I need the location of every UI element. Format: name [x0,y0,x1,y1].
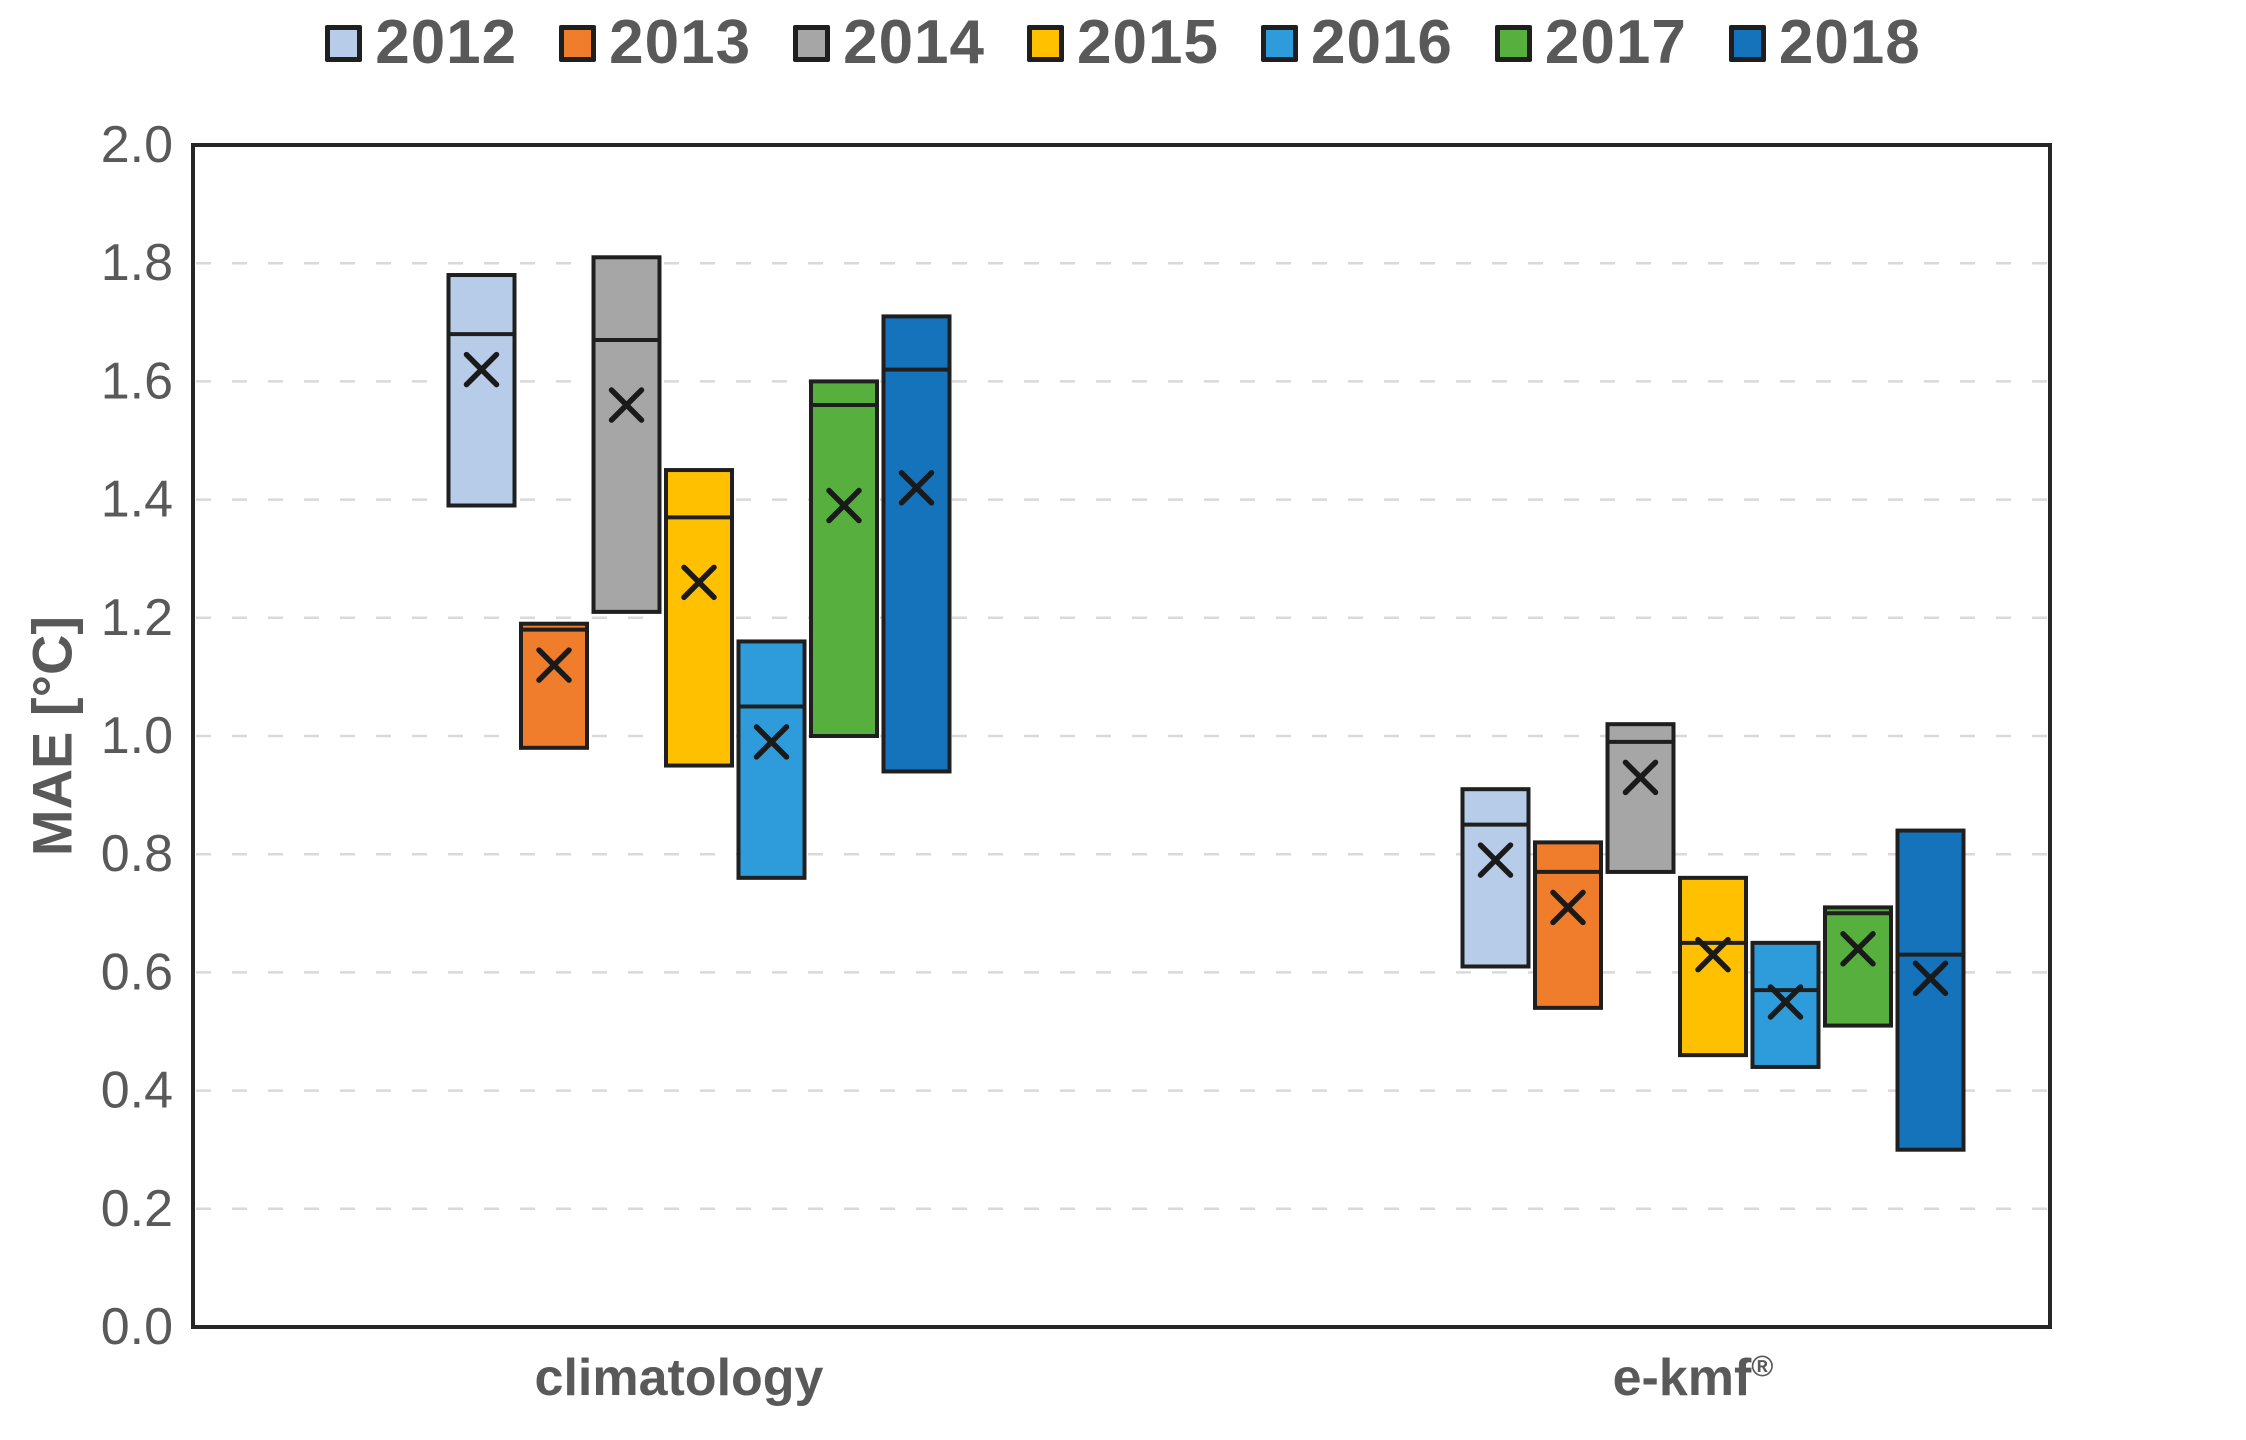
box-2015-e-kmf [1678,875,1748,1058]
y-tick-label: 1.2 [101,589,173,647]
y-tick-label: 2.0 [101,116,173,174]
legend-label-2012: 2012 [375,8,518,77]
legend-item-2012: 2012 [325,12,517,74]
mean-marker-2012 [463,351,500,388]
y-tick-label: 0.6 [101,943,173,1001]
box-2013-e-kmf [1533,840,1603,1010]
y-tick-label: 1.0 [101,707,173,765]
mean-marker-2017 [826,487,862,524]
y-tick-label: 1.8 [101,234,173,292]
mean-marker-2015 [681,564,717,601]
x-category-label-climatology: climatology [534,1349,824,1407]
mean-marker-2013 [1550,889,1586,926]
legend-swatch-2018 [1728,24,1766,62]
mean-marker-2016 [753,724,790,760]
legend-item-2015: 2015 [1027,12,1219,74]
y-tick-label: 0.0 [101,1298,173,1356]
plot-frame [191,143,2052,1329]
y-tick-label: 0.4 [101,1062,173,1120]
box-2016-climatology [736,639,807,880]
mean-marker-2018 [1912,960,1949,997]
box-2018-e-kmf [1895,828,1966,1152]
legend-swatch-2013 [559,24,597,62]
box-2012-e-kmf [1460,787,1531,969]
box-2015-climatology [664,468,734,768]
legend-label-2013: 2013 [609,8,752,77]
legend-item-2017: 2017 [1494,8,1687,77]
legend-label-2017: 2017 [1544,8,1687,77]
legend-item-2016: 2016 [1260,8,1453,77]
legend-item-2013: 2013 [559,12,751,74]
legend-label-2018: 2018 [1778,8,1921,77]
box-2018-climatology [881,314,952,774]
legend-swatch-2014 [793,24,831,62]
x-category-label-e-kmf: e-kmf® [1612,1349,1774,1407]
legend-label-2015: 2015 [1077,8,1219,77]
box-2014-climatology [591,255,662,614]
mean-marker-2014 [608,387,645,423]
legend: 2012 2013 2014 2015 2016 2017 2018 [0,12,2246,74]
mean-marker-2018 [898,470,935,506]
y-tick-label: 0.8 [101,825,173,883]
box-2012-climatology [446,273,517,508]
legend-label-2014: 2014 [843,8,986,77]
legend-label-2016: 2016 [1310,8,1453,77]
box-2014-e-kmf [1605,722,1676,874]
legend-item-2018: 2018 [1728,8,1921,77]
mean-marker-2015 [1695,936,1731,973]
y-axis-title: MAE [°C] [20,615,84,857]
mean-marker-2014 [1622,759,1659,796]
box-2017-climatology [809,379,879,738]
legend-swatch-2016 [1260,24,1298,62]
y-tick-label: 0.2 [101,1180,173,1238]
box-2013-climatology [519,621,589,750]
legend-swatch-2017 [1494,24,1532,62]
legend-swatch-2015 [1027,24,1065,62]
mean-marker-2017 [1840,931,1876,967]
y-tick-label: 1.6 [101,352,173,410]
mean-marker-2016 [1767,984,1804,1020]
box-2017-e-kmf [1823,905,1893,1028]
legend-swatch-2012 [325,24,363,62]
legend-item-2014: 2014 [793,12,985,74]
y-tick-label: 1.4 [101,471,173,529]
mean-marker-2013 [536,647,572,683]
mean-marker-2012 [1477,842,1514,878]
